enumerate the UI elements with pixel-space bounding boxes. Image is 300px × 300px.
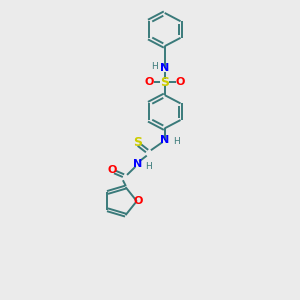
Text: H: H (146, 162, 152, 171)
Text: H: H (173, 137, 180, 146)
Text: N: N (160, 63, 169, 74)
Text: N: N (133, 159, 142, 169)
Text: S: S (133, 136, 142, 149)
Text: O: O (145, 77, 154, 87)
Text: H: H (152, 62, 158, 71)
Text: S: S (160, 76, 169, 89)
Text: O: O (175, 77, 185, 87)
Text: N: N (160, 135, 169, 145)
Text: O: O (133, 196, 142, 206)
Text: O: O (108, 165, 117, 175)
